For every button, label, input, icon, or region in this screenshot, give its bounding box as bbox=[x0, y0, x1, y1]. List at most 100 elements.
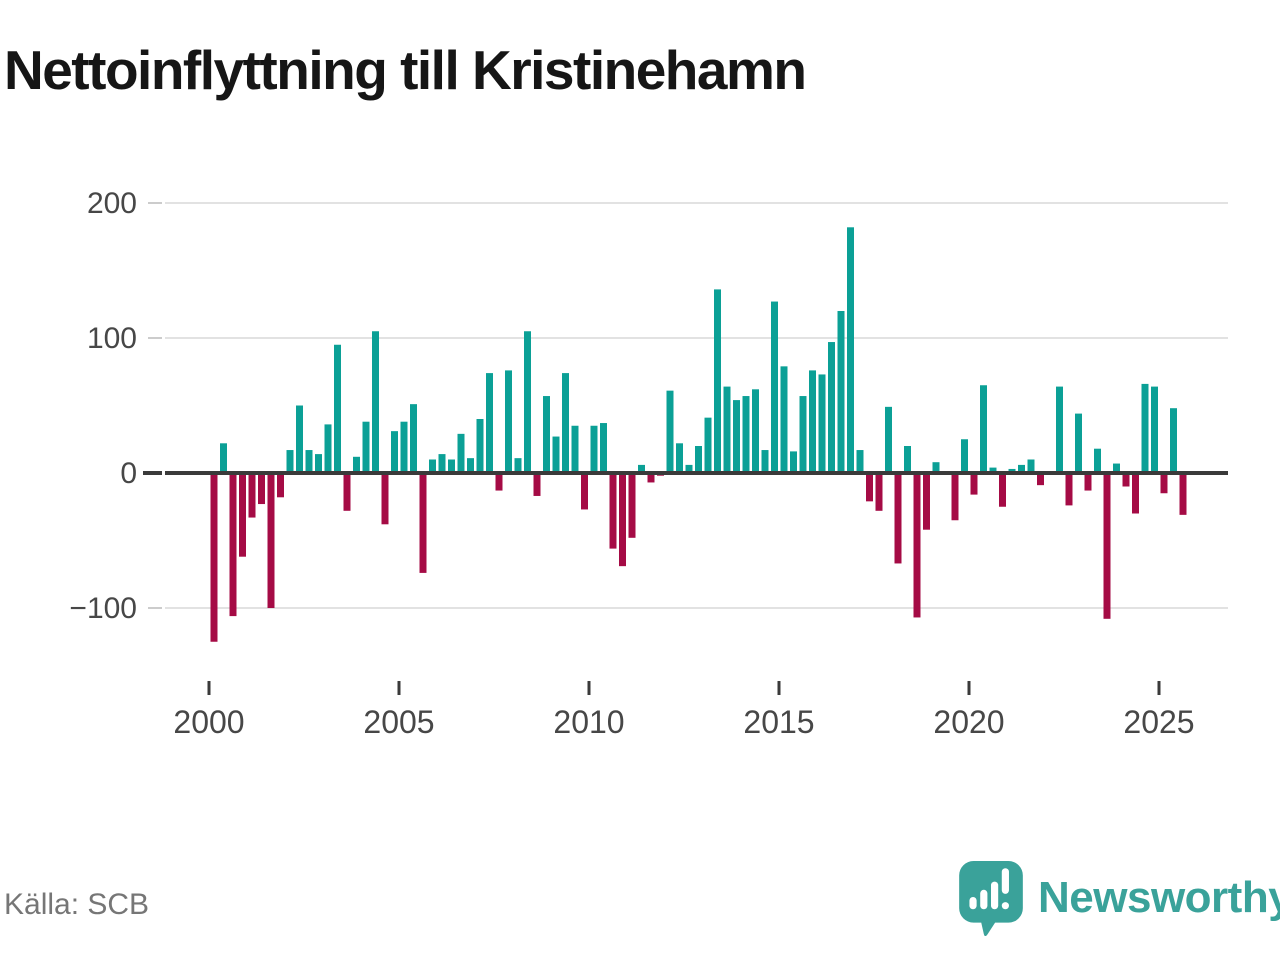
bar-2018-q3 bbox=[913, 473, 921, 618]
bar-2013-q4 bbox=[733, 400, 740, 473]
bar-2001-q2 bbox=[258, 473, 265, 505]
bar-2013-q3 bbox=[723, 386, 731, 473]
bar-2020-q4 bbox=[999, 473, 1006, 507]
bar-2006-q4 bbox=[467, 458, 474, 473]
bar-2012-q1 bbox=[666, 390, 674, 473]
bar-2020-q3 bbox=[989, 467, 997, 473]
bar-2000-q1 bbox=[210, 473, 218, 642]
x-tick-2010 bbox=[587, 681, 591, 695]
bar-2001-q4 bbox=[277, 473, 284, 498]
bar-2005-q1 bbox=[400, 421, 408, 473]
bar-2007-q1 bbox=[476, 419, 484, 473]
bar-2025-q3 bbox=[1179, 473, 1187, 515]
bar-2006-q1 bbox=[438, 454, 446, 473]
x-tick-label-2020: 2020 bbox=[933, 704, 1004, 740]
bar-2001-q3 bbox=[267, 473, 275, 608]
bar-2012-q3 bbox=[685, 464, 693, 473]
x-tick-2025 bbox=[1157, 681, 1161, 695]
bar-2002-q2 bbox=[296, 405, 303, 473]
y-tick--100 bbox=[148, 607, 162, 609]
bar-2002-q3 bbox=[305, 450, 313, 473]
bar-2008-q4 bbox=[543, 396, 550, 473]
bar-2023-q2 bbox=[1094, 448, 1101, 473]
bar-2004-q3 bbox=[381, 473, 389, 525]
bar-2021-q2 bbox=[1018, 464, 1025, 473]
bar-2010-q3 bbox=[609, 473, 617, 549]
x-tick-2000 bbox=[207, 681, 211, 695]
bar-2022-q4 bbox=[1075, 413, 1082, 473]
bar-2024-q2 bbox=[1132, 473, 1139, 514]
bar-2007-q4 bbox=[505, 370, 512, 473]
bar-2009-q3 bbox=[571, 425, 579, 473]
bar-2013-q1 bbox=[704, 417, 712, 473]
bar-2023-q1 bbox=[1084, 473, 1092, 491]
bar-2009-q1 bbox=[552, 436, 560, 473]
bar-2005-q4 bbox=[429, 459, 436, 473]
bar-2014-q3 bbox=[761, 450, 769, 473]
bar-2008-q1 bbox=[514, 458, 522, 473]
source-note: Källa: SCB bbox=[4, 888, 150, 921]
bar-2014-q1 bbox=[742, 396, 750, 473]
bar-2016-q4 bbox=[847, 227, 854, 473]
chart-title: Nettoinflyttning till Kristinehamn bbox=[4, 39, 807, 101]
bar-2003-q2 bbox=[334, 344, 341, 473]
bar-2024-q4 bbox=[1151, 386, 1158, 473]
brand-logo: Newsworthy bbox=[958, 860, 1280, 936]
bar-2015-q2 bbox=[790, 451, 797, 473]
gridline-y-100 bbox=[165, 337, 1228, 339]
y-tick-label-0: 0 bbox=[120, 457, 137, 490]
brand-name: Newsworthy bbox=[1038, 873, 1280, 922]
bar-2002-q1 bbox=[286, 450, 294, 473]
bar-2015-q3 bbox=[799, 396, 807, 473]
y-tick-100 bbox=[148, 337, 162, 339]
bar-2017-q2 bbox=[866, 473, 873, 502]
exclamation-stem bbox=[1001, 868, 1009, 894]
bar-2006-q2 bbox=[448, 459, 455, 473]
bar-2011-q1 bbox=[628, 473, 636, 538]
exclamation-dot bbox=[1001, 902, 1009, 910]
bar-2005-q3 bbox=[419, 473, 427, 573]
bar-2000-q2 bbox=[220, 443, 227, 473]
x-tick-label-2000: 2000 bbox=[173, 704, 244, 740]
bar-2008-q3 bbox=[533, 473, 541, 496]
bar-2014-q2 bbox=[752, 389, 759, 473]
bar-2010-q1 bbox=[590, 425, 598, 473]
bar-2018-q1 bbox=[894, 473, 902, 564]
bar-2013-q2 bbox=[714, 289, 721, 473]
bar-2003-q4 bbox=[353, 456, 360, 473]
bar-2011-q3 bbox=[647, 473, 655, 483]
bar-2004-q4 bbox=[391, 431, 398, 473]
bar-2010-q4 bbox=[619, 473, 626, 567]
bar-2017-q3 bbox=[875, 473, 883, 511]
x-tick-2020 bbox=[967, 681, 971, 695]
bar-2016-q1 bbox=[818, 374, 826, 473]
bar-2016-q3 bbox=[837, 311, 845, 473]
mini-bar-2 bbox=[980, 889, 988, 910]
y-tick-200 bbox=[148, 202, 162, 204]
bar-2024-q3 bbox=[1141, 383, 1149, 473]
bar-2024-q1 bbox=[1122, 473, 1130, 487]
gridline-y-200 bbox=[165, 202, 1228, 204]
bar-2025-q2 bbox=[1170, 408, 1177, 473]
bar-2009-q4 bbox=[581, 473, 588, 510]
bar-2018-q2 bbox=[904, 446, 911, 473]
bar-2017-q1 bbox=[856, 450, 864, 473]
bar-2003-q1 bbox=[324, 424, 332, 473]
bar-2022-q2 bbox=[1056, 386, 1063, 473]
bar-2001-q1 bbox=[248, 473, 256, 518]
mini-bar-3 bbox=[991, 881, 999, 910]
bar-2008-q2 bbox=[524, 331, 531, 473]
bar-2025-q1 bbox=[1160, 473, 1168, 494]
bar-2009-q2 bbox=[562, 373, 569, 473]
bar-2006-q3 bbox=[457, 433, 465, 473]
mini-bar-1 bbox=[969, 896, 977, 910]
bar-2012-q2 bbox=[676, 443, 683, 473]
bar-2015-q1 bbox=[780, 366, 788, 473]
bar-2020-q2 bbox=[980, 385, 987, 473]
y-tick-label-200: 200 bbox=[87, 187, 137, 220]
gridline-y--100 bbox=[165, 607, 1228, 609]
bar-2002-q4 bbox=[315, 454, 322, 473]
bar-2021-q1 bbox=[1008, 468, 1016, 473]
net-migration-bar-chart: 200 100 0 −100 2000 2005 2010 2015 2020 2025 bbox=[69, 187, 1228, 740]
